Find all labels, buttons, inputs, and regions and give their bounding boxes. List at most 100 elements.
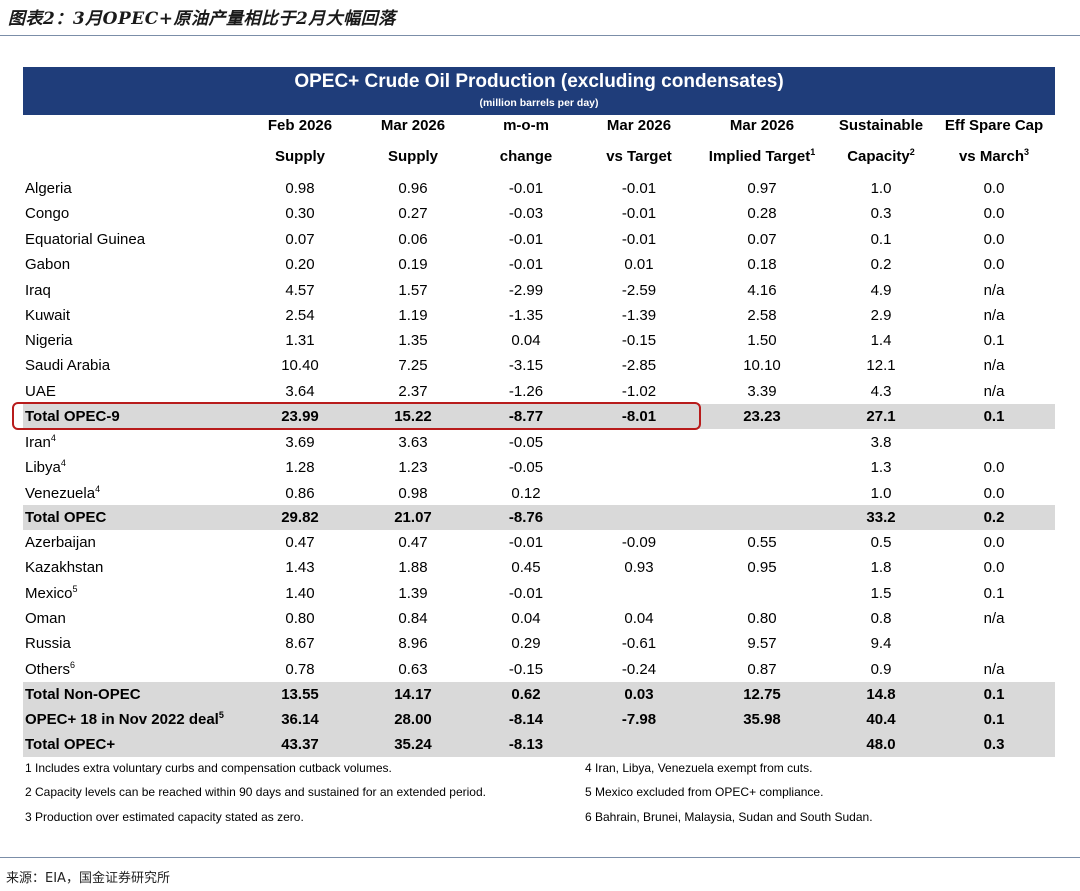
table-cell [584,455,694,480]
table-cell: 0.97 [747,180,777,197]
table-cell: 0.1 [983,585,1005,602]
table-row: Algeria 0.98 0.96 -0.01 -0.01 0.97 1.0 0.0 [23,176,1055,201]
table-cell: 0.47 [398,534,428,551]
table-cell [584,430,694,455]
column-header-line1: Feb 2026 [267,117,333,134]
table-cell: 0.04 [511,332,541,349]
table-cell: 1.5 [870,585,892,602]
bottom-divider [0,857,1080,858]
table-cell: 0.87 [747,661,777,678]
top-divider [0,35,1080,36]
table-cell [707,455,817,480]
column-header-line1: Sustainable [838,117,924,134]
table-cell: 4.57 [285,282,315,299]
table-cell: 13.55 [281,686,319,703]
table-row: Oman 0.80 0.84 0.04 0.04 0.80 0.8 n/a [23,606,1055,631]
row-label: Algeria [25,176,72,201]
table-cell: 0.27 [398,205,428,222]
row-label: Kazakhstan [25,555,103,580]
table-cell: n/a [983,661,1005,678]
column-header-line2: vs March3 [933,147,1055,166]
table-cell: 3.39 [747,383,777,400]
table-cell: 0.19 [398,256,428,273]
row-label: Equatorial Guinea [25,227,145,252]
footnote-marker: 4 [60,458,66,468]
column-header-line1: Mar 2026 [606,117,672,134]
table-cell: -3.15 [508,357,544,374]
table-cell: 1.8 [870,559,892,576]
table-cell: -1.02 [621,383,657,400]
table-cell: 0.47 [285,534,315,551]
table-cell: -0.01 [621,205,657,222]
table-row: Russia 8.67 8.96 0.29 -0.61 9.57 9.4 [23,631,1055,656]
table-cell: 21.07 [394,509,432,526]
table-cell: 0.1 [870,231,892,248]
row-label-text: OPEC+ 18 in Nov 2022 deal [25,711,219,728]
row-label-text: Kazakhstan [25,559,104,576]
table-cell: n/a [983,357,1005,374]
row-label: Iran4 [25,430,56,455]
footnote-marker: 5 [72,584,78,594]
column-header-text: vs March [958,148,1025,165]
row-label: Russia [25,631,71,656]
table-cell: 1.39 [398,585,428,602]
table-cell: 1.0 [870,485,892,502]
table-cell: 0.01 [624,256,654,273]
row-label-text: Total OPEC+ [25,736,116,753]
table-cell: -2.99 [508,282,544,299]
table-row: Total OPEC 29.82 21.07 -8.76 33.2 0.2 [23,505,1055,530]
table-cell: 0.98 [285,180,315,197]
column-header-line2: Supply [239,148,361,165]
table-row: Libya4 1.28 1.23 -0.05 1.3 0.0 [23,455,1055,480]
table-cell: 0.0 [983,485,1005,502]
table-cell: 0.0 [983,559,1005,576]
table-cell: 1.23 [398,459,428,476]
row-label: Libya4 [25,455,66,480]
row-label-text: Azerbaijan [25,534,96,551]
table-cell: -7.98 [621,711,657,728]
table-cell: 10.10 [743,357,781,374]
table-cell: 0.29 [511,635,541,652]
column-header-line1: Mar 2026 [729,117,795,134]
table-cell: 0.93 [624,559,654,576]
table-cell: 29.82 [281,509,319,526]
table-cell: -8.13 [508,736,544,753]
row-label: Congo [25,201,69,226]
table-cell [707,430,817,455]
table-cell: 23.99 [281,408,319,425]
table-cell: -0.01 [508,585,544,602]
column-header-line1: m-o-m [503,117,549,134]
table-cell: 3.64 [285,383,315,400]
table-cell: 3.63 [398,434,428,451]
table-row: Azerbaijan 0.47 0.47 -0.01 -0.09 0.55 0.5 0.0 [23,530,1055,555]
footnote: 6 Bahrain, Brunei, Malaysia, Sudan and S… [585,810,873,824]
row-label: UAE [25,379,56,404]
opec9-highlight-box [12,402,701,430]
table-cell: 0.0 [983,534,1005,551]
source-note: 来源：EIA，国金证券研究所 [6,871,170,886]
row-label-text: Gabon [25,256,71,273]
table-cell: 0.96 [398,180,428,197]
table-cell: 0.1 [983,711,1005,728]
table-cell: -0.15 [621,332,657,349]
footnote-marker: 3 [1024,147,1030,157]
table-cell: 1.28 [285,459,315,476]
table-cell: 0.12 [511,485,541,502]
table-cell: 4.9 [870,282,892,299]
row-label: Mexico5 [25,581,78,606]
table-cell: -0.01 [508,231,544,248]
table-row: Iraq 4.57 1.57 -2.99 -2.59 4.16 4.9 n/a [23,278,1055,303]
table-cell: -8.01 [621,408,657,425]
table-cell [707,481,817,506]
table-cell: 0.2 [983,509,1005,526]
column-header-text: Supply [387,148,438,165]
table-row: Iran4 3.69 3.63 -0.05 3.8 [23,430,1055,455]
column-header-text: Capacity [847,148,910,165]
table-cell: -0.05 [508,434,544,451]
footnote: 5 Mexico excluded from OPEC+ compliance. [585,785,824,799]
column-header-text: Supply [274,148,325,165]
row-label-text: Total OPEC [25,509,107,526]
row-label: Nigeria [25,328,73,353]
table-cell: 3.69 [285,434,315,451]
table-cell: 0.5 [870,534,892,551]
